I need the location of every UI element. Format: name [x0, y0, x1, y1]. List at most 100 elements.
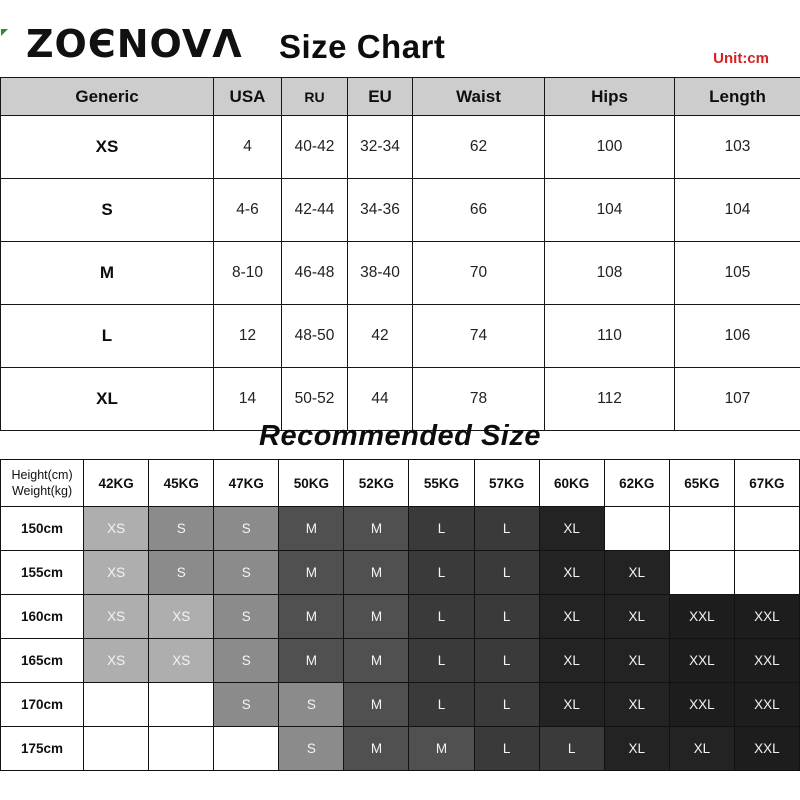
corner-header-cell: Height(cm) Weight(kg) [0, 459, 85, 507]
size-cell: 38-40 [347, 241, 413, 305]
size-cell: 108 [544, 241, 675, 305]
size-col-header: USA [213, 77, 282, 116]
size-cell: 103 [674, 115, 800, 179]
generic-size-cell: S [0, 178, 214, 242]
height-row-header: 175cm [0, 726, 85, 771]
size-cell: 104 [674, 178, 800, 242]
rec-size-cell: L [408, 638, 475, 683]
rec-size-cell: XS [83, 638, 150, 683]
weight-col-header: 47KG [213, 459, 280, 507]
size-table-row: XS 4 40-42 32-34 62 100 103 [0, 115, 800, 179]
rec-table-row: 165cm XS XS S M M L L XL XL XXL XXL [0, 638, 800, 683]
rec-size-cell: S [213, 638, 280, 683]
generic-size-cell: L [0, 304, 214, 368]
weight-col-header: 62KG [603, 459, 670, 507]
rec-size-cell: L [473, 726, 540, 771]
rec-size-cell: S [213, 506, 280, 551]
generic-size-cell: XL [0, 367, 214, 431]
rec-size-cell: XL [603, 638, 670, 683]
recommended-size-table: Height(cm) Weight(kg) 42KG 45KG 47KG 50KG 52KG… [0, 459, 800, 771]
rec-size-cell: XXL [668, 594, 735, 639]
rec-size-cell: XL [538, 682, 605, 727]
unit-label: Unit:cm [713, 50, 769, 67]
weight-col-header: 45KG [148, 459, 215, 507]
size-table-row: S 4-6 42-44 34-36 66 104 104 [0, 178, 800, 242]
rec-size-cell: XXL [733, 726, 800, 771]
corner-line2: Weight(kg) [11, 484, 73, 498]
rec-size-cell [83, 682, 150, 727]
green-corner-mark [1, 29, 8, 36]
rec-size-cell: XL [603, 594, 670, 639]
rec-size-cell: XL [538, 594, 605, 639]
rec-size-cell: L [408, 550, 475, 595]
height-row-header: 165cm [0, 638, 85, 683]
size-cell: 62 [412, 115, 545, 179]
rec-size-cell: S [213, 682, 280, 727]
size-table-head-row: Generic USA RU EU Waist Hips Length [0, 77, 800, 116]
rec-size-cell: M [343, 506, 410, 551]
rec-size-cell: S [213, 594, 280, 639]
rec-size-cell: M [343, 550, 410, 595]
brand-logo: ZOЄNOVΛ [26, 22, 243, 66]
size-cell: 110 [544, 304, 675, 368]
size-cell: 12 [213, 304, 282, 368]
rec-size-cell: XL [603, 550, 670, 595]
rec-size-cell [733, 550, 800, 595]
rec-size-cell: M [408, 726, 475, 771]
rec-size-cell: XS [83, 594, 150, 639]
size-cell: 106 [674, 304, 800, 368]
rec-size-cell: L [408, 506, 475, 551]
height-row-header: 160cm [0, 594, 85, 639]
rec-size-cell [213, 726, 280, 771]
rec-size-cell: L [408, 594, 475, 639]
size-cell: 66 [412, 178, 545, 242]
size-cell: 46-48 [281, 241, 348, 305]
size-cell: 105 [674, 241, 800, 305]
rec-size-cell: L [538, 726, 605, 771]
size-table-row: M 8-10 46-48 38-40 70 108 105 [0, 241, 800, 305]
rec-size-cell: XL [603, 682, 670, 727]
height-row-header: 155cm [0, 550, 85, 595]
size-table-row: XL 14 50-52 44 78 112 107 [0, 367, 800, 431]
rec-size-cell: M [278, 594, 345, 639]
rec-size-cell: XL [538, 506, 605, 551]
rec-size-cell: XL [538, 550, 605, 595]
page-title: Size Chart [279, 28, 446, 65]
rec-size-cell: XXL [733, 682, 800, 727]
rec-size-cell: M [343, 682, 410, 727]
size-cell: 100 [544, 115, 675, 179]
size-cell: 14 [213, 367, 282, 431]
rec-size-cell: XXL [733, 594, 800, 639]
size-cell: 4-6 [213, 178, 282, 242]
rec-size-cell: L [473, 682, 540, 727]
rec-size-cell: M [278, 550, 345, 595]
rec-table-row: 160cm XS XS S M M L L XL XL XXL XXL [0, 594, 800, 639]
height-row-header: 170cm [0, 682, 85, 727]
size-cell: 104 [544, 178, 675, 242]
weight-col-header: 50KG [278, 459, 345, 507]
rec-table-row: 175cm S M M L L XL XL XXL [0, 726, 800, 771]
size-cell: 34-36 [347, 178, 413, 242]
rec-table-row: 150cm XS S S M M L L XL [0, 506, 800, 551]
rec-size-cell [668, 506, 735, 551]
size-cell: 74 [412, 304, 545, 368]
rec-size-cell: S [278, 726, 345, 771]
rec-size-cell: L [408, 682, 475, 727]
rec-size-cell: L [473, 594, 540, 639]
rec-size-cell: L [473, 550, 540, 595]
rec-size-cell: S [148, 506, 215, 551]
rec-size-cell: XXL [668, 638, 735, 683]
weight-col-header: 65KG [668, 459, 735, 507]
weight-col-header: 55KG [408, 459, 475, 507]
size-col-header: EU [347, 77, 413, 116]
size-cell: 70 [412, 241, 545, 305]
size-cell: 42 [347, 304, 413, 368]
rec-size-cell [148, 726, 215, 771]
weight-col-header: 67KG [733, 459, 800, 507]
rec-size-cell: XXL [733, 638, 800, 683]
rec-size-cell: XL [603, 726, 670, 771]
rec-size-cell: XL [668, 726, 735, 771]
rec-table-body: 150cm XS S S M M L L XL 155cm XS S S M M L L XL XL 160cm XS X… [0, 506, 800, 771]
weight-col-header: 57KG [473, 459, 540, 507]
size-col-header: RU [281, 77, 348, 116]
